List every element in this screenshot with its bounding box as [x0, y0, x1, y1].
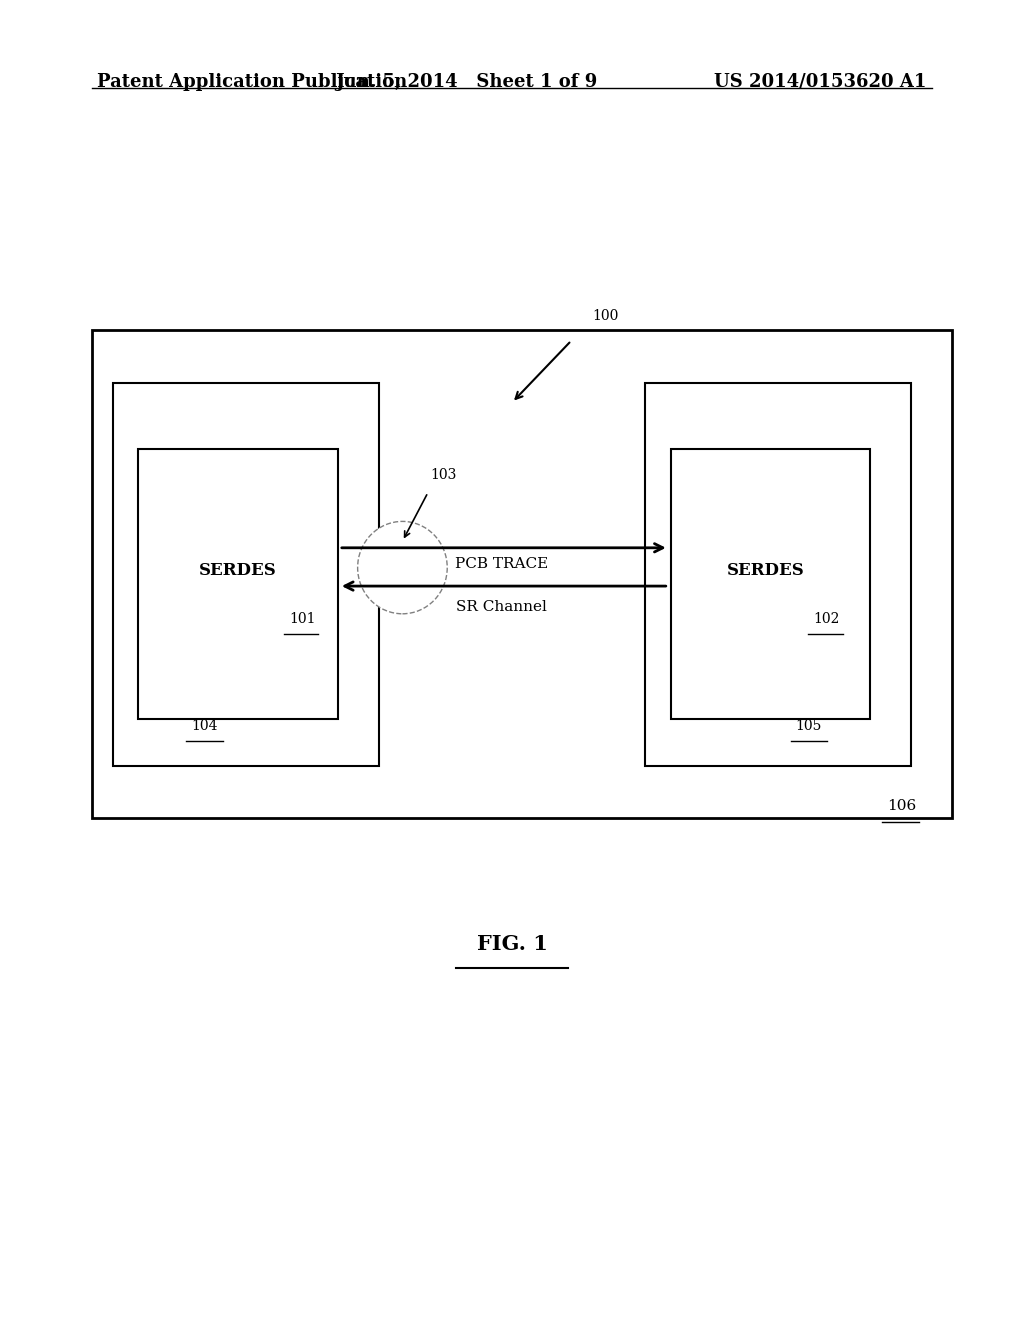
Text: SR Channel: SR Channel [457, 601, 547, 614]
Text: 102: 102 [813, 612, 840, 627]
Text: SERDES: SERDES [727, 562, 805, 578]
Text: Patent Application Publication: Patent Application Publication [97, 73, 408, 91]
Text: PCB TRACE: PCB TRACE [455, 557, 549, 570]
Text: 106: 106 [887, 799, 916, 813]
Text: SERDES: SERDES [199, 562, 276, 578]
Text: 105: 105 [796, 719, 822, 734]
Bar [92, 330, 952, 818]
Bar [113, 383, 379, 766]
Bar [671, 449, 870, 719]
Text: 100: 100 [592, 309, 618, 323]
Text: Jun. 5, 2014   Sheet 1 of 9: Jun. 5, 2014 Sheet 1 of 9 [335, 73, 597, 91]
Bar [645, 383, 911, 766]
Ellipse shape [357, 521, 447, 614]
Text: 103: 103 [430, 467, 457, 482]
Bar [138, 449, 338, 719]
Text: 104: 104 [191, 719, 218, 734]
Text: FIG. 1: FIG. 1 [476, 933, 548, 954]
Text: US 2014/0153620 A1: US 2014/0153620 A1 [715, 73, 927, 91]
Text: 101: 101 [289, 612, 315, 627]
